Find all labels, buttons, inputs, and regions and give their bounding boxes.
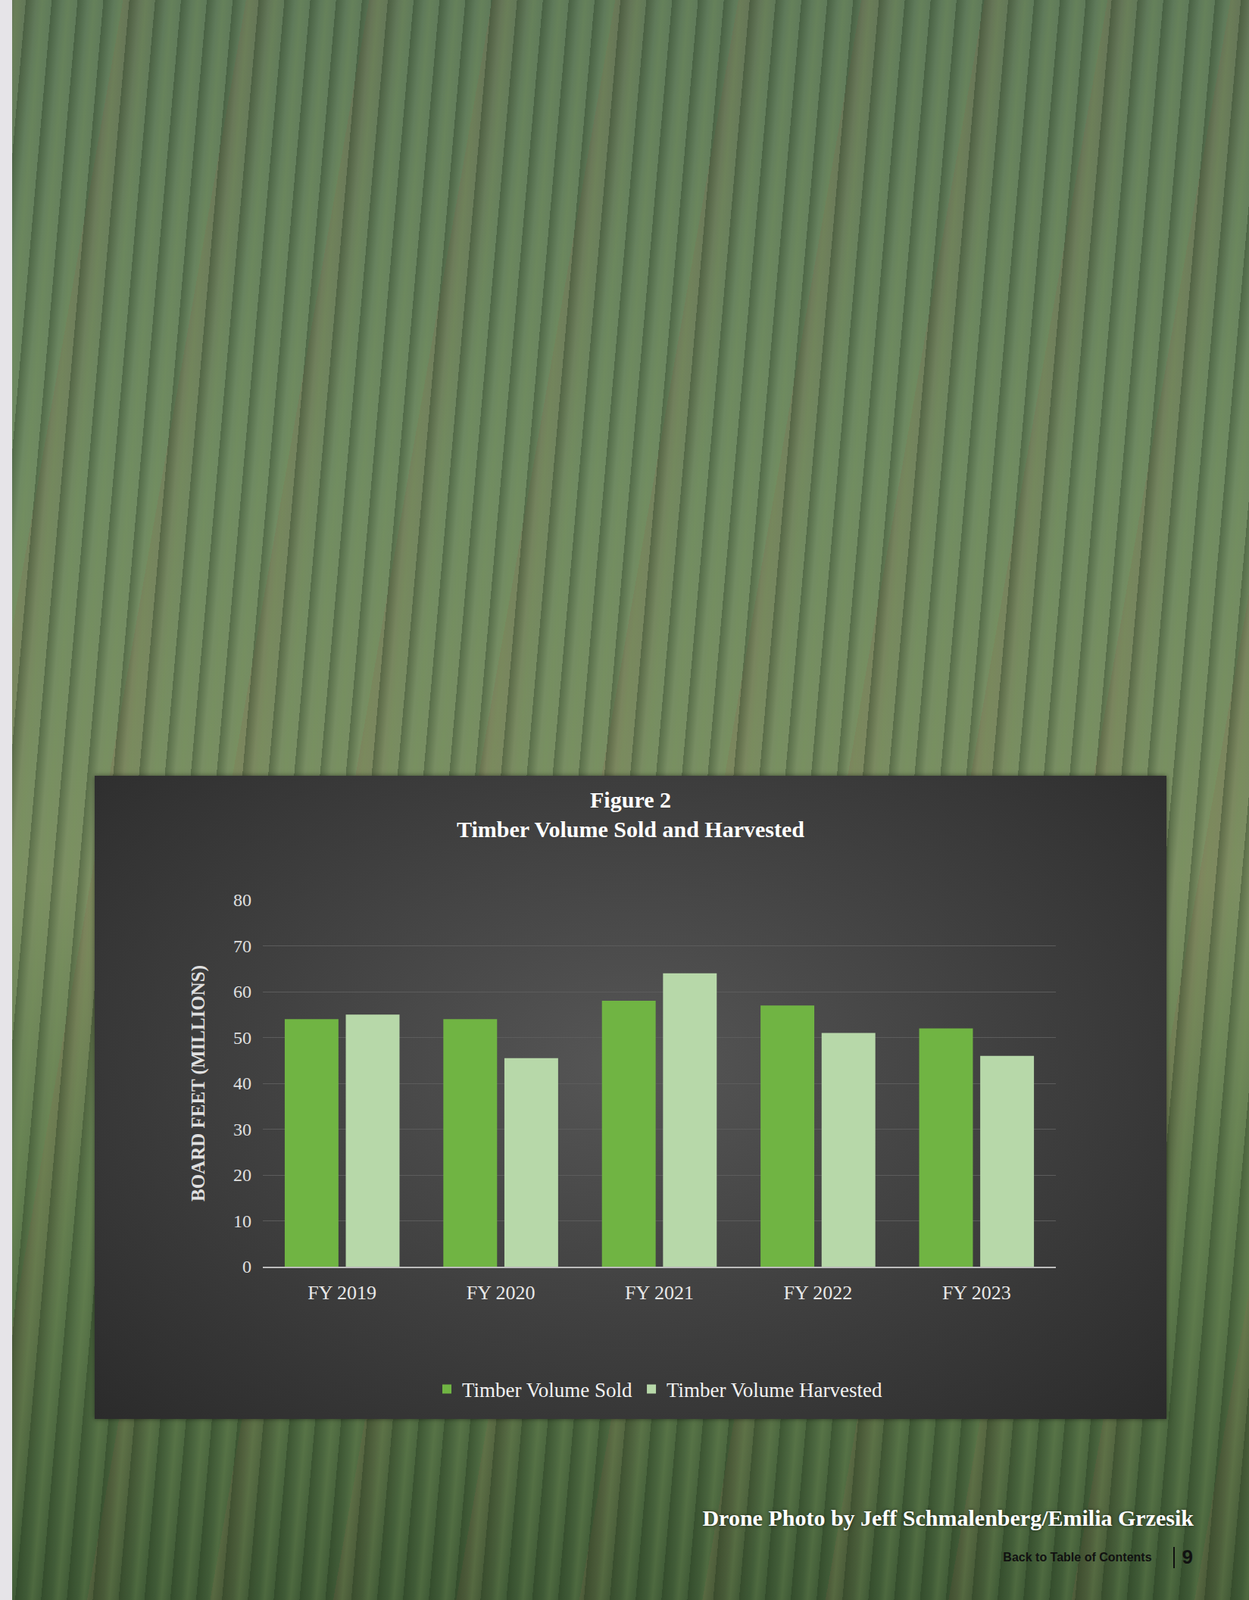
svg-text:70: 70 xyxy=(233,936,252,956)
svg-text:50: 50 xyxy=(233,1027,252,1048)
svg-text:BOARD FEET (MILLIONS): BOARD FEET (MILLIONS) xyxy=(187,964,210,1202)
svg-text:Figure 2Timber Volume Sold and: Figure 2Timber Volume Sold and Harvested xyxy=(456,786,805,842)
svg-text:10: 10 xyxy=(233,1211,252,1231)
svg-text:Timber Volume Sold: Timber Volume Sold xyxy=(462,1378,633,1402)
html-text:Back to Table of Contents: Back to Table of Contents xyxy=(1003,1550,1152,1563)
svg-text:20: 20 xyxy=(233,1164,252,1185)
svg-text:0: 0 xyxy=(242,1256,252,1277)
svg-text:Timber Volume Harvested: Timber Volume Harvested xyxy=(666,1378,883,1402)
html-text:9: 9 xyxy=(1181,1545,1193,1568)
html-text:Drone Photo by Jeff Schmalenbe: Drone Photo by Jeff Schmalenberg/Emilia … xyxy=(702,1505,1194,1531)
svg-text:FY 2022: FY 2022 xyxy=(783,1281,853,1304)
svg-text:80: 80 xyxy=(233,889,252,910)
svg-text:FY 2020: FY 2020 xyxy=(466,1281,536,1304)
svg-text:60: 60 xyxy=(233,981,252,1002)
svg-text:FY 2023: FY 2023 xyxy=(942,1281,1012,1304)
svg-text:FY 2019: FY 2019 xyxy=(307,1281,377,1304)
svg-text:40: 40 xyxy=(233,1073,252,1093)
svg-text:FY 2021: FY 2021 xyxy=(624,1281,694,1304)
svg-text:30: 30 xyxy=(233,1119,252,1140)
